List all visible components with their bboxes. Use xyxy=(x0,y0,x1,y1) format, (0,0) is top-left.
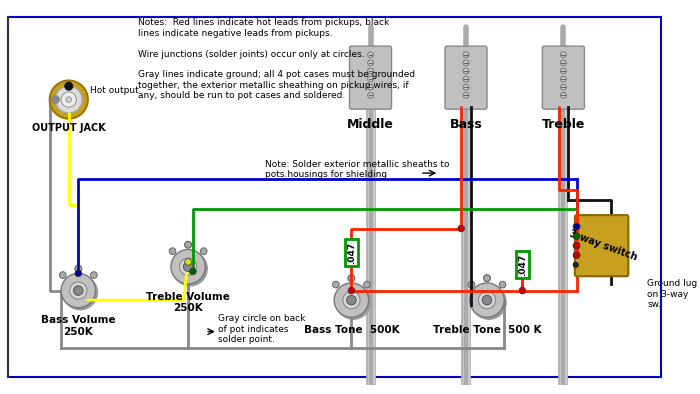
Text: Treble Tone  500 K: Treble Tone 500 K xyxy=(433,325,541,335)
FancyBboxPatch shape xyxy=(542,46,584,109)
Circle shape xyxy=(573,242,580,249)
Circle shape xyxy=(573,233,580,240)
Text: OUTPUT JACK: OUTPUT JACK xyxy=(32,123,106,132)
Circle shape xyxy=(561,68,566,74)
Circle shape xyxy=(74,286,83,296)
Circle shape xyxy=(363,281,370,288)
Circle shape xyxy=(561,84,566,90)
Circle shape xyxy=(348,287,355,294)
Circle shape xyxy=(573,243,578,248)
Text: Bass: Bass xyxy=(449,118,482,131)
Circle shape xyxy=(190,268,196,275)
Text: Hot output: Hot output xyxy=(90,85,139,95)
Circle shape xyxy=(185,242,192,248)
Circle shape xyxy=(463,84,469,90)
Circle shape xyxy=(368,68,373,74)
Circle shape xyxy=(343,292,360,309)
Circle shape xyxy=(561,76,566,82)
Circle shape xyxy=(368,84,373,90)
Circle shape xyxy=(484,275,490,281)
Text: Ground lug
on 3-way
sw.: Ground lug on 3-way sw. xyxy=(648,279,698,309)
Circle shape xyxy=(573,224,578,229)
Circle shape xyxy=(183,262,193,271)
Circle shape xyxy=(75,265,82,272)
Circle shape xyxy=(368,93,373,98)
Circle shape xyxy=(75,265,82,272)
Text: Treble: Treble xyxy=(542,118,585,131)
Circle shape xyxy=(463,68,469,74)
FancyBboxPatch shape xyxy=(445,46,487,109)
Circle shape xyxy=(482,296,492,305)
Text: Middle: Middle xyxy=(347,118,394,131)
Circle shape xyxy=(484,275,490,281)
Text: Bass Volume
250K: Bass Volume 250K xyxy=(41,316,116,337)
Circle shape xyxy=(368,60,373,66)
Text: Note: Solder exterior metallic sheaths to
pots.housings for shielding: Note: Solder exterior metallic sheaths t… xyxy=(265,160,450,179)
Circle shape xyxy=(60,272,66,279)
Circle shape xyxy=(171,249,205,284)
Circle shape xyxy=(61,273,95,308)
Text: .047: .047 xyxy=(347,241,356,264)
Circle shape xyxy=(463,52,469,58)
Circle shape xyxy=(61,92,76,107)
Circle shape xyxy=(463,76,469,82)
Circle shape xyxy=(561,93,566,98)
Circle shape xyxy=(173,251,207,286)
Text: Bass Tone  500K: Bass Tone 500K xyxy=(304,325,399,335)
Circle shape xyxy=(185,242,192,248)
Circle shape xyxy=(65,82,73,90)
Bar xyxy=(516,251,529,278)
Text: 3-way switch: 3-way switch xyxy=(568,229,639,263)
Circle shape xyxy=(561,52,566,58)
FancyBboxPatch shape xyxy=(349,46,391,109)
Circle shape xyxy=(561,60,566,66)
Bar xyxy=(344,239,358,266)
FancyBboxPatch shape xyxy=(575,215,629,276)
Circle shape xyxy=(332,281,340,288)
Circle shape xyxy=(75,270,82,277)
Circle shape xyxy=(90,272,97,279)
Circle shape xyxy=(472,285,506,319)
Circle shape xyxy=(336,285,370,319)
Circle shape xyxy=(573,253,578,258)
Circle shape xyxy=(458,225,465,232)
Circle shape xyxy=(50,80,88,119)
Circle shape xyxy=(573,252,580,258)
Circle shape xyxy=(348,275,355,281)
Circle shape xyxy=(499,281,506,288)
Circle shape xyxy=(200,248,207,255)
Circle shape xyxy=(519,287,526,294)
Circle shape xyxy=(478,292,496,309)
Circle shape xyxy=(346,296,356,305)
Circle shape xyxy=(368,76,373,82)
Text: Notes:  Red lines indicate hot leads from pickups, black
lines indicate negative: Notes: Red lines indicate hot leads from… xyxy=(139,19,416,100)
Circle shape xyxy=(573,223,580,230)
Circle shape xyxy=(169,248,176,255)
Circle shape xyxy=(463,93,469,98)
Circle shape xyxy=(70,282,87,299)
Circle shape xyxy=(334,283,369,317)
Circle shape xyxy=(52,96,60,103)
Circle shape xyxy=(66,97,71,102)
Text: Treble Volume
250K: Treble Volume 250K xyxy=(146,292,230,313)
Circle shape xyxy=(468,281,475,288)
Circle shape xyxy=(470,283,504,317)
Circle shape xyxy=(463,60,469,66)
Circle shape xyxy=(55,86,82,113)
Circle shape xyxy=(573,234,578,238)
Text: .047: .047 xyxy=(518,254,527,276)
Circle shape xyxy=(348,275,355,281)
Circle shape xyxy=(185,258,192,265)
Circle shape xyxy=(63,275,97,310)
Text: Gray circle on back
of pot indicates
solder point.: Gray circle on back of pot indicates sol… xyxy=(218,314,305,344)
Circle shape xyxy=(573,262,578,267)
Circle shape xyxy=(368,52,373,58)
Circle shape xyxy=(179,258,197,275)
